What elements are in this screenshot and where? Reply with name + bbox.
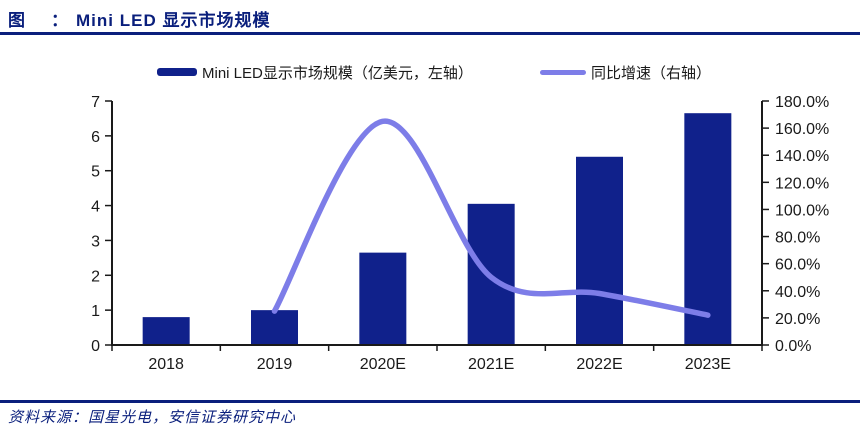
y-right-tick-label: 0.0%: [775, 338, 811, 355]
title-divider: [0, 32, 860, 35]
y-right-tick-label: 20.0%: [775, 311, 820, 328]
bar-2018: [142, 317, 190, 345]
legend-item-bar-series: Mini LED显示市场规模（亿美元，左轴）: [157, 62, 473, 82]
line-series-swatch-icon: [540, 69, 586, 75]
figure-header: 图 ： Mini LED 显示市场规模: [8, 6, 270, 31]
y-right-tick-label: 60.0%: [775, 257, 820, 274]
x-axis-label: 2020E: [360, 356, 406, 373]
y-left-tick-label: 2: [91, 268, 100, 285]
footer-divider: [0, 400, 860, 403]
y-right-tick-label: 40.0%: [775, 284, 820, 301]
y-left-tick-label: 0: [91, 338, 100, 355]
y-right-tick-label: 120.0%: [775, 175, 829, 192]
y-right-tick-label: 180.0%: [775, 94, 829, 111]
source-note: 资料来源：国星光电，安信证券研究中心: [8, 410, 297, 426]
y-right-tick-label: 100.0%: [775, 202, 829, 219]
y-left-tick-label: 1: [91, 303, 100, 320]
bar-2020E: [359, 252, 407, 345]
x-axis-label: 2022E: [576, 356, 622, 373]
x-axis-label: 2021E: [468, 356, 514, 373]
figure-label: 图: [8, 11, 25, 30]
bar-2022E: [576, 156, 623, 345]
y-left-tick-label: 6: [91, 129, 100, 146]
figure-colon: ：: [51, 11, 68, 30]
y-left-tick-label: 5: [91, 164, 100, 181]
x-axis-label: 2018: [148, 356, 184, 373]
figure-title: Mini LED 显示市场规模: [76, 11, 271, 30]
y-right-tick-label: 140.0%: [775, 148, 829, 165]
x-axis-label: 2023E: [685, 356, 731, 373]
bar-series-swatch-icon: [157, 68, 197, 76]
y-right-tick-label: 80.0%: [775, 230, 820, 247]
bar-2023E: [684, 113, 732, 345]
growth-rate-line: [271, 118, 711, 318]
y-left-tick-label: 3: [91, 233, 100, 250]
y-right-tick-label: 160.0%: [775, 121, 829, 138]
x-axis-label: 2019: [257, 356, 293, 373]
line-series-label: 同比增速（右轴）: [591, 64, 712, 82]
bar-2019: [251, 310, 298, 345]
legend-item-line-series: 同比增速（右轴）: [540, 62, 711, 82]
y-left-tick-label: 4: [91, 199, 100, 216]
y-left-tick-label: 7: [91, 94, 100, 111]
bar-series-label: Mini LED显示市场规模（亿美元，左轴）: [202, 64, 473, 82]
